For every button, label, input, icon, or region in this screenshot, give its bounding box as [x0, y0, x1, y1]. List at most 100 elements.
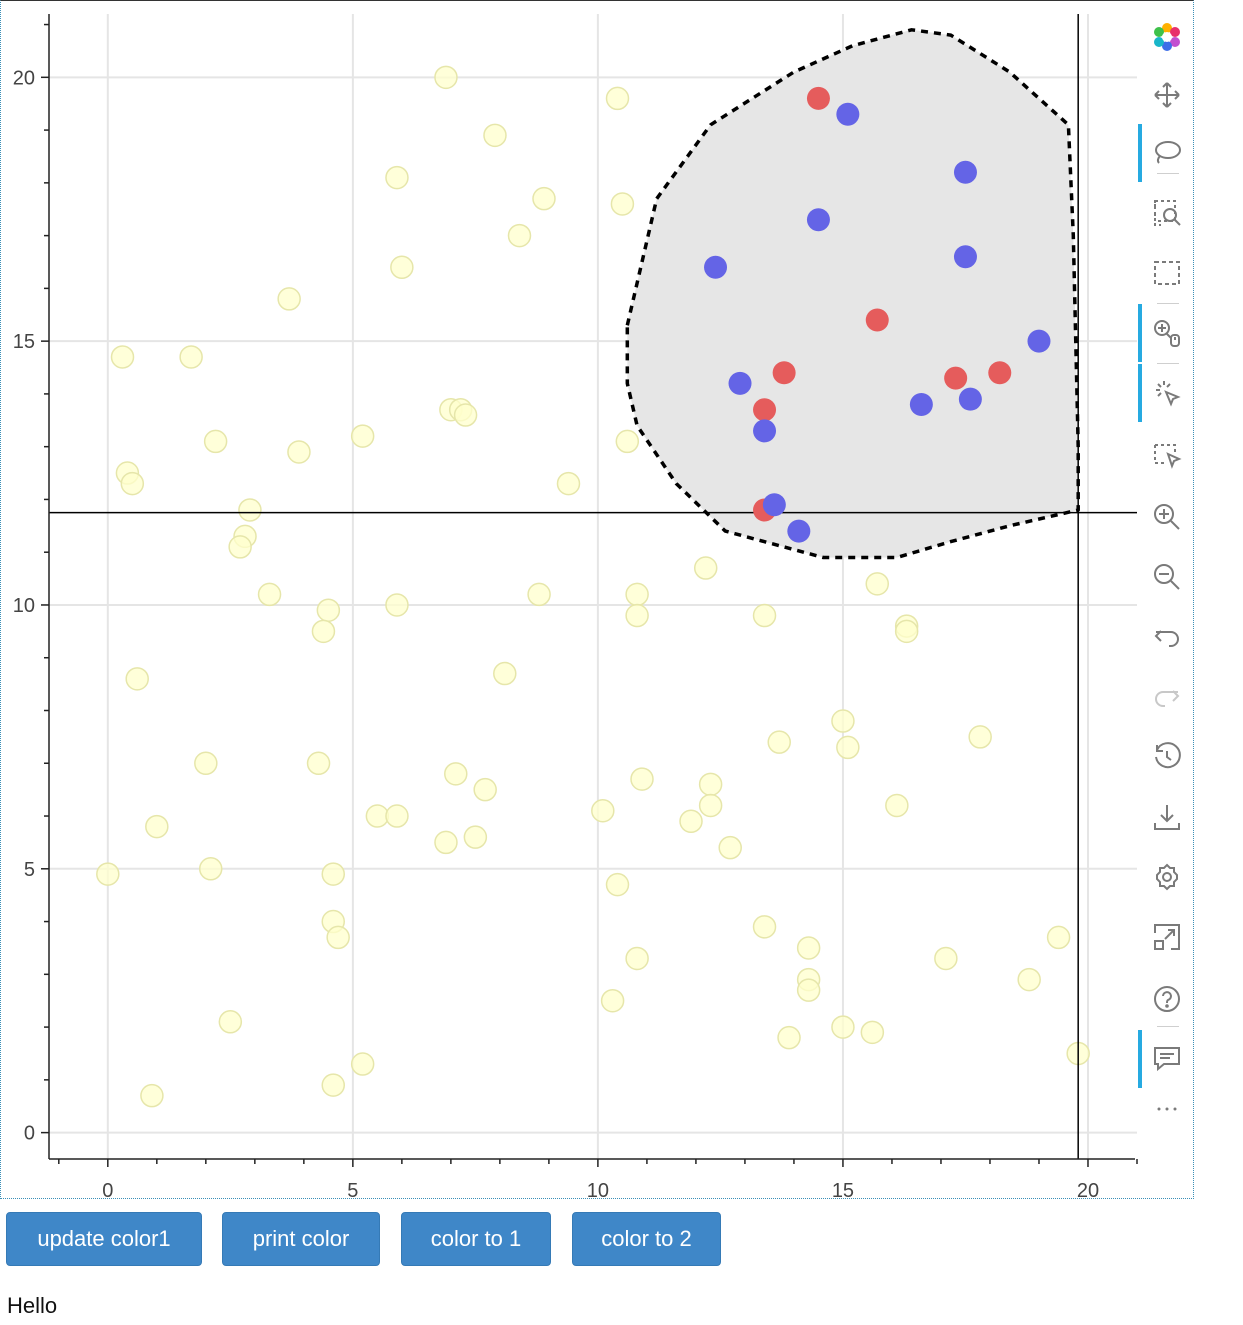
unselected-point[interactable] — [831, 709, 855, 733]
unselected-point[interactable] — [194, 751, 218, 776]
unselected-point[interactable] — [316, 598, 341, 622]
unselected-point[interactable] — [257, 582, 282, 607]
selected-point-blue[interactable] — [787, 519, 811, 543]
wheel-zoom-tool[interactable] — [1138, 304, 1196, 362]
unselected-point[interactable] — [693, 556, 718, 580]
unselected-point[interactable] — [698, 793, 723, 818]
unselected-point[interactable] — [434, 830, 458, 855]
unselected-point[interactable] — [140, 1083, 164, 1108]
unselected-point[interactable] — [120, 471, 145, 496]
zoom-out-tool[interactable] — [1138, 548, 1196, 606]
settings-tool[interactable] — [1138, 848, 1196, 906]
selected-point-blue[interactable] — [728, 371, 752, 395]
poly-select-tool[interactable] — [1138, 426, 1196, 484]
unselected-point[interactable] — [625, 603, 649, 628]
unselected-point[interactable] — [610, 192, 635, 216]
unselected-point[interactable] — [718, 835, 742, 860]
unselected-point[interactable] — [934, 946, 958, 971]
unselected-point[interactable] — [591, 799, 615, 823]
unselected-point[interactable] — [306, 751, 331, 776]
selected-point-red[interactable] — [944, 366, 968, 390]
selected-point-blue[interactable] — [1027, 329, 1051, 353]
help-tool[interactable] — [1138, 970, 1196, 1028]
selected-point-blue[interactable] — [958, 387, 982, 411]
selected-point-blue[interactable] — [909, 392, 933, 416]
unselected-point[interactable] — [483, 123, 507, 148]
unselected-point[interactable] — [885, 793, 909, 818]
unselected-point[interactable] — [556, 471, 581, 496]
unselected-point[interactable] — [311, 619, 336, 644]
selected-point-red[interactable] — [865, 308, 889, 332]
zoom-in-tool[interactable] — [1138, 488, 1196, 546]
selected-point-red[interactable] — [753, 398, 777, 422]
print-color-button[interactable]: print color — [222, 1212, 380, 1266]
unselected-point[interactable] — [630, 767, 654, 791]
redo-tool[interactable] — [1138, 668, 1196, 726]
selected-point-red[interactable] — [988, 361, 1012, 385]
unselected-point[interactable] — [752, 603, 777, 628]
unselected-point[interactable] — [321, 862, 346, 886]
pan-tool[interactable] — [1138, 66, 1196, 124]
selected-point-blue[interactable] — [953, 245, 977, 269]
unselected-point[interactable] — [865, 572, 890, 596]
unselected-point[interactable] — [218, 1010, 243, 1034]
unselected-point[interactable] — [894, 619, 919, 644]
fullscreen-tool[interactable] — [1138, 908, 1196, 966]
unselected-point[interactable] — [287, 440, 311, 464]
unselected-point[interactable] — [350, 424, 375, 448]
unselected-point[interactable] — [605, 86, 630, 111]
box-zoom-tool[interactable] — [1138, 184, 1196, 242]
hover-tool[interactable] — [1138, 1030, 1196, 1088]
unselected-point[interactable] — [125, 667, 149, 691]
unselected-point[interactable] — [110, 345, 135, 369]
unselected-point[interactable] — [752, 915, 777, 939]
unselected-point[interactable] — [145, 814, 169, 839]
unselected-point[interactable] — [600, 988, 625, 1013]
unselected-point[interactable] — [326, 925, 350, 950]
unselected-point[interactable] — [615, 429, 640, 454]
box-select-tool[interactable] — [1138, 244, 1196, 302]
unselected-point[interactable] — [179, 345, 203, 369]
unselected-point[interactable] — [625, 946, 649, 971]
unselected-point[interactable] — [434, 65, 458, 90]
selected-point-blue[interactable] — [953, 160, 977, 184]
unselected-point[interactable] — [860, 1020, 885, 1045]
bokeh-logo-tool[interactable] — [1138, 8, 1196, 66]
undo-tool[interactable] — [1138, 608, 1196, 666]
unselected-point[interactable] — [527, 582, 551, 607]
color-to-2-button[interactable]: color to 2 — [572, 1212, 721, 1266]
reset-tool[interactable] — [1138, 728, 1196, 786]
unselected-point[interactable] — [507, 223, 532, 248]
color-to-1-button[interactable]: color to 1 — [401, 1212, 551, 1266]
unselected-point[interactable] — [968, 725, 992, 749]
lasso-select-tool[interactable] — [1138, 124, 1196, 182]
unselected-point[interactable] — [777, 1025, 801, 1050]
unselected-point[interactable] — [679, 809, 703, 834]
save-tool[interactable] — [1138, 788, 1196, 846]
selected-point-red[interactable] — [772, 361, 796, 385]
unselected-point[interactable] — [605, 872, 630, 897]
selected-point-blue[interactable] — [704, 255, 728, 279]
unselected-point[interactable] — [698, 772, 723, 797]
selected-point-blue[interactable] — [806, 208, 830, 232]
unselected-point[interactable] — [96, 862, 120, 886]
unselected-point[interactable] — [1017, 967, 1041, 992]
unselected-point[interactable] — [767, 730, 791, 754]
unselected-point[interactable] — [796, 936, 821, 960]
unselected-point[interactable] — [453, 403, 478, 427]
tap-tool[interactable] — [1138, 364, 1196, 422]
selected-point-blue[interactable] — [753, 419, 777, 443]
unselected-point[interactable] — [385, 593, 409, 617]
unselected-point[interactable] — [365, 804, 390, 828]
unselected-point[interactable] — [463, 825, 488, 849]
unselected-point[interactable] — [321, 1073, 346, 1097]
unselected-point[interactable] — [836, 735, 860, 760]
unselected-point[interactable] — [493, 661, 517, 686]
update-color1-button[interactable]: update color1 — [6, 1212, 202, 1266]
more-tool[interactable] — [1138, 1080, 1196, 1120]
unselected-point[interactable] — [444, 762, 468, 786]
selected-point-red[interactable] — [806, 86, 830, 110]
unselected-point[interactable] — [385, 804, 409, 828]
unselected-point[interactable] — [228, 535, 252, 559]
selected-point-blue[interactable] — [762, 493, 786, 517]
